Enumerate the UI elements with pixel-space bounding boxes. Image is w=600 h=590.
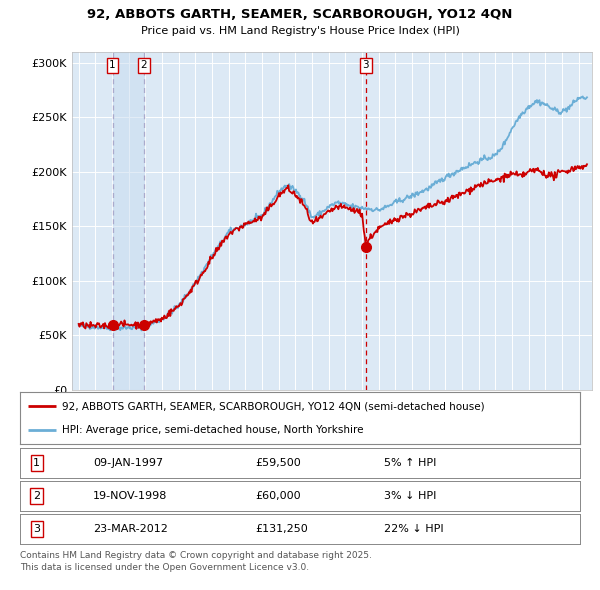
- Text: 3: 3: [34, 524, 40, 534]
- Text: 3% ↓ HPI: 3% ↓ HPI: [384, 491, 436, 501]
- Text: Price paid vs. HM Land Registry's House Price Index (HPI): Price paid vs. HM Land Registry's House …: [140, 26, 460, 36]
- Text: 92, ABBOTS GARTH, SEAMER, SCARBOROUGH, YO12 4QN: 92, ABBOTS GARTH, SEAMER, SCARBOROUGH, Y…: [88, 8, 512, 21]
- Text: 19-NOV-1998: 19-NOV-1998: [93, 491, 167, 501]
- Text: £131,250: £131,250: [255, 524, 308, 534]
- Text: 1: 1: [34, 458, 40, 468]
- Text: 09-JAN-1997: 09-JAN-1997: [93, 458, 163, 468]
- Text: 1: 1: [109, 60, 116, 70]
- Text: HPI: Average price, semi-detached house, North Yorkshire: HPI: Average price, semi-detached house,…: [62, 425, 364, 435]
- Text: 2: 2: [33, 491, 40, 501]
- Text: 2: 2: [140, 60, 147, 70]
- Text: 22% ↓ HPI: 22% ↓ HPI: [384, 524, 443, 534]
- Text: 23-MAR-2012: 23-MAR-2012: [93, 524, 167, 534]
- Text: 3: 3: [362, 60, 369, 70]
- Text: Contains HM Land Registry data © Crown copyright and database right 2025.
This d: Contains HM Land Registry data © Crown c…: [20, 551, 372, 572]
- Text: £59,500: £59,500: [255, 458, 301, 468]
- Text: 92, ABBOTS GARTH, SEAMER, SCARBOROUGH, YO12 4QN (semi-detached house): 92, ABBOTS GARTH, SEAMER, SCARBOROUGH, Y…: [62, 401, 485, 411]
- Text: 5% ↑ HPI: 5% ↑ HPI: [384, 458, 436, 468]
- Bar: [113, 52, 143, 390]
- Text: £60,000: £60,000: [255, 491, 301, 501]
